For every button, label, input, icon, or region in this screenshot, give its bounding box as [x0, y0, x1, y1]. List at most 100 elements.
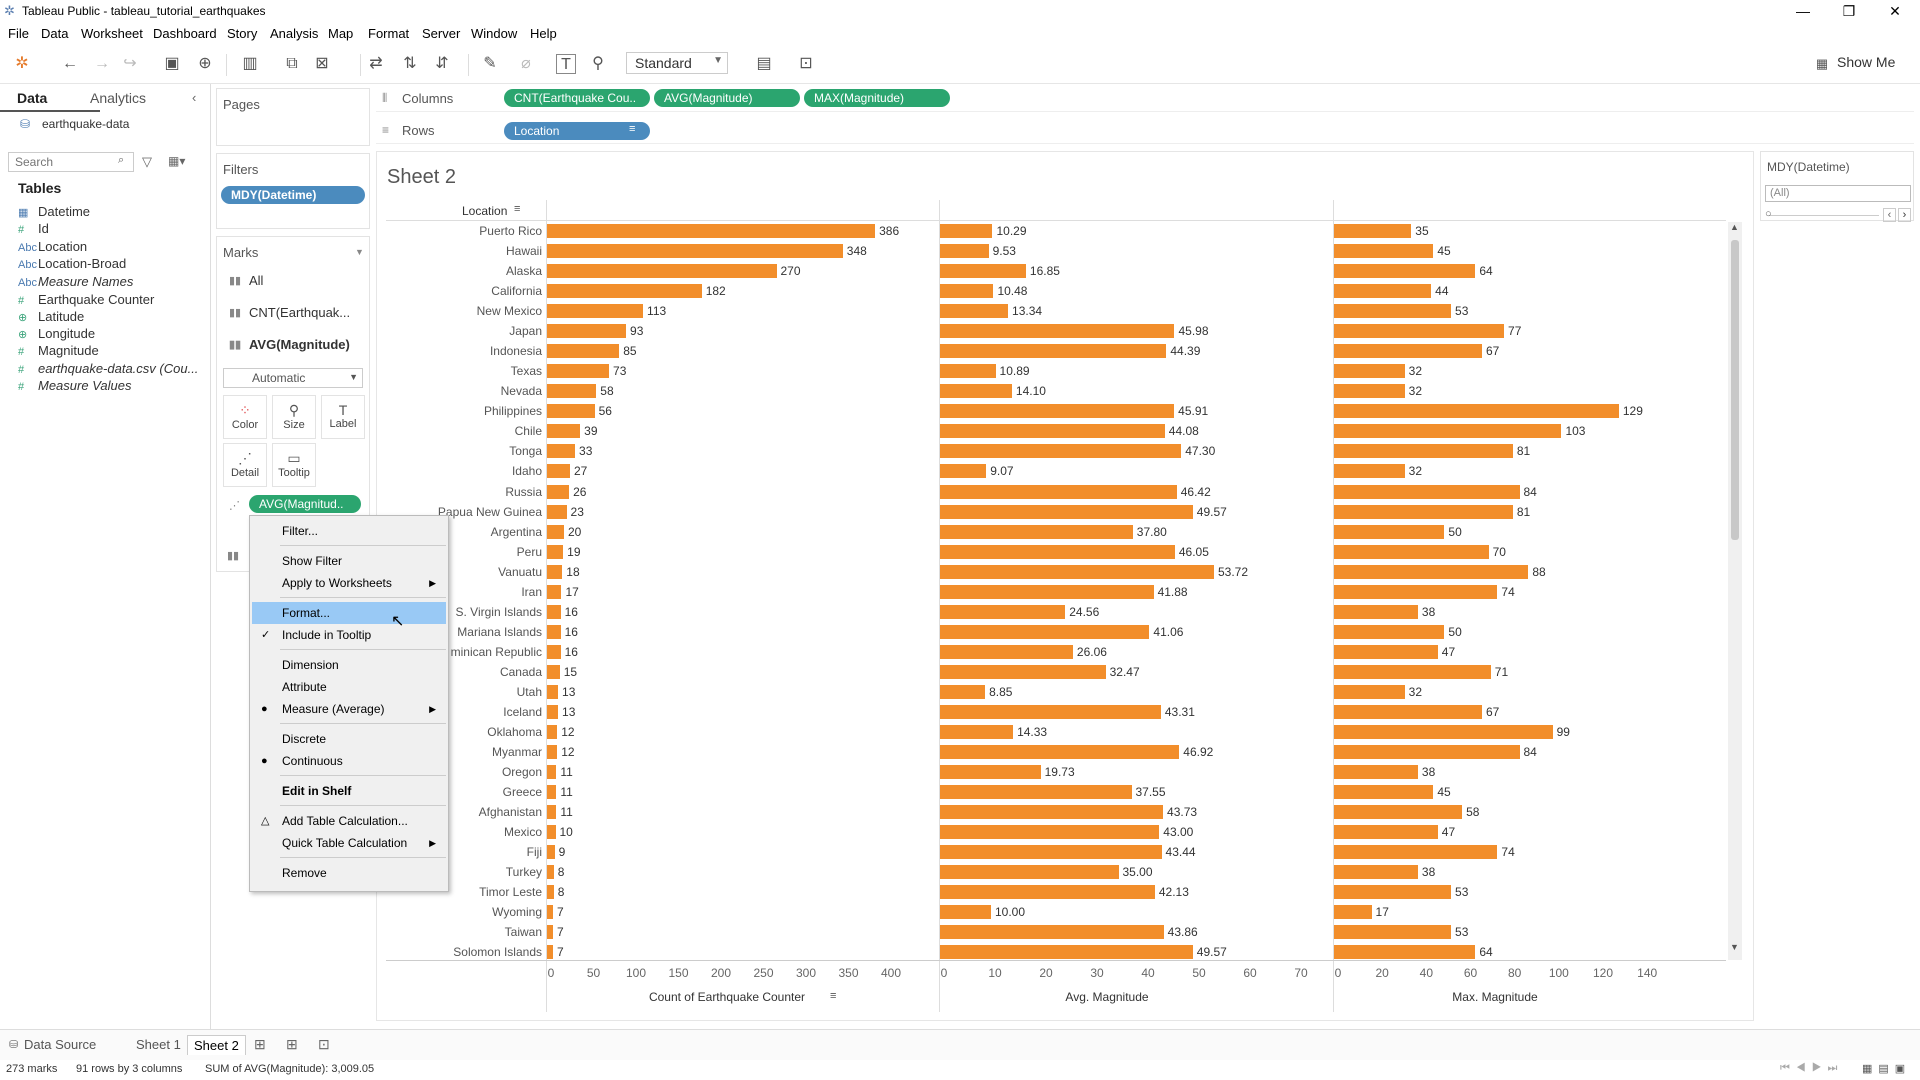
- bar[interactable]: [940, 805, 1164, 820]
- bar[interactable]: [547, 424, 581, 439]
- menu-server[interactable]: Server: [422, 26, 461, 41]
- bar[interactable]: [1334, 785, 1434, 800]
- bar[interactable]: [547, 885, 554, 900]
- field-item[interactable]: AbcLocation: [18, 239, 87, 254]
- row-label[interactable]: Papua New Guinea: [437, 504, 542, 519]
- row-label[interactable]: Peru: [516, 544, 542, 559]
- detail-button[interactable]: ⋰ Detail: [223, 443, 267, 487]
- menu-help[interactable]: Help: [530, 26, 557, 41]
- bar[interactable]: [547, 484, 570, 499]
- bar[interactable]: [1334, 384, 1405, 399]
- duplicate-icon[interactable]: ⧉: [286, 55, 298, 72]
- bar[interactable]: [1334, 644, 1438, 659]
- new-story-icon[interactable]: ⊡: [318, 1036, 330, 1052]
- row-label[interactable]: Japan: [509, 324, 542, 339]
- bar[interactable]: [547, 905, 553, 920]
- bar[interactable]: [1334, 424, 1562, 439]
- highlight-icon[interactable]: ✎: [483, 55, 497, 72]
- row-label[interactable]: Myanmar: [491, 745, 542, 760]
- bar[interactable]: [1334, 845, 1498, 860]
- bar[interactable]: [940, 765, 1041, 780]
- field-item[interactable]: # Earthquake Counter: [18, 292, 154, 307]
- menu-window[interactable]: Window: [471, 26, 518, 41]
- bar[interactable]: [940, 664, 1106, 679]
- bar[interactable]: [1334, 925, 1452, 940]
- bar[interactable]: [1334, 464, 1405, 479]
- bar[interactable]: [547, 925, 553, 940]
- bar[interactable]: [547, 664, 560, 679]
- bar[interactable]: [1334, 544, 1489, 559]
- field-item[interactable]: ▦ Datetime: [18, 204, 90, 219]
- tableau-icon[interactable]: ✲: [15, 55, 29, 72]
- bar[interactable]: [1334, 584, 1498, 599]
- menu-item[interactable]: ● Continuous: [252, 750, 446, 772]
- bar[interactable]: [547, 684, 559, 699]
- bar[interactable]: [547, 524, 564, 539]
- show-labels-icon[interactable]: T: [556, 54, 576, 74]
- bar[interactable]: [940, 424, 1165, 439]
- filter-icon[interactable]: ▽: [142, 154, 152, 169]
- bar[interactable]: [1334, 664, 1491, 679]
- bar[interactable]: [547, 464, 570, 479]
- bar[interactable]: [547, 544, 564, 559]
- row-label[interactable]: Turkey: [505, 865, 542, 880]
- bar[interactable]: [547, 845, 555, 860]
- bar[interactable]: [1334, 765, 1418, 780]
- fix-axes-icon[interactable]: ⚲: [592, 55, 604, 72]
- bar[interactable]: [547, 364, 610, 379]
- field-item[interactable]: # Id: [18, 221, 49, 236]
- menu-worksheet[interactable]: Worksheet: [81, 26, 143, 41]
- datasource-name[interactable]: earthquake-data: [42, 117, 130, 131]
- bar[interactable]: [1334, 404, 1619, 419]
- row-label[interactable]: Vanuatu: [498, 564, 542, 579]
- field-item[interactable]: ⊕ Latitude: [18, 309, 84, 324]
- replay-icon[interactable]: ↪: [123, 55, 137, 72]
- group-icon[interactable]: ⌀: [521, 55, 531, 72]
- redo-icon[interactable]: →: [94, 55, 110, 72]
- menu-item[interactable]: Filter...: [252, 520, 446, 542]
- previous-icon[interactable]: ‹: [1883, 208, 1896, 222]
- row-pill-location[interactable]: Location: [504, 122, 650, 140]
- close-icon[interactable]: ✕: [1889, 3, 1901, 19]
- bar[interactable]: [547, 704, 559, 719]
- column-pill-max[interactable]: MAX(Magnitude): [804, 89, 950, 107]
- chevron-down-icon[interactable]: ▼: [355, 247, 364, 257]
- label-button[interactable]: T Label: [321, 395, 365, 439]
- row-label[interactable]: New Mexico: [476, 304, 542, 319]
- bar[interactable]: [1334, 725, 1553, 739]
- bar[interactable]: [1334, 825, 1438, 840]
- swap-icon[interactable]: ⇄: [369, 55, 383, 72]
- clear-sheet-icon[interactable]: ⊠: [315, 55, 329, 72]
- bar[interactable]: [940, 945, 1193, 960]
- bar[interactable]: [940, 584, 1154, 599]
- show-cards-icon[interactable]: ▤: [756, 55, 772, 72]
- bar[interactable]: [940, 644, 1073, 659]
- row-label[interactable]: Wyoming: [492, 905, 542, 920]
- sort-icon[interactable]: ≡: [830, 990, 837, 1002]
- bar[interactable]: [940, 865, 1119, 880]
- bar[interactable]: [940, 885, 1155, 900]
- bar[interactable]: [1334, 885, 1452, 900]
- bar[interactable]: [940, 244, 989, 259]
- bar[interactable]: [940, 624, 1150, 639]
- bar[interactable]: [547, 785, 557, 800]
- marks-cnt[interactable]: ▮▮ CNT(Earthquak...: [221, 299, 403, 327]
- bar[interactable]: [1334, 344, 1482, 359]
- color-button[interactable]: ⁘ Color: [223, 395, 267, 439]
- menu-item[interactable]: Show Filter: [252, 550, 446, 572]
- row-label[interactable]: Mexico: [503, 825, 542, 840]
- tab-data-source[interactable]: Data Source: [24, 1037, 97, 1052]
- row-label[interactable]: Tonga: [509, 444, 542, 459]
- mark-type-dropdown[interactable]: Automatic ▼: [223, 368, 363, 388]
- sort-icon[interactable]: ≡: [514, 203, 521, 215]
- bar[interactable]: [940, 845, 1162, 860]
- menu-item[interactable]: Remove: [252, 862, 446, 884]
- row-label[interactable]: Iceland: [503, 704, 542, 719]
- bar[interactable]: [547, 584, 562, 599]
- bar[interactable]: [547, 624, 561, 639]
- bar[interactable]: [940, 704, 1161, 719]
- bar[interactable]: [547, 805, 557, 820]
- menu-item[interactable]: Dimension: [252, 654, 446, 676]
- bar[interactable]: [1334, 865, 1418, 880]
- bar[interactable]: [940, 745, 1180, 760]
